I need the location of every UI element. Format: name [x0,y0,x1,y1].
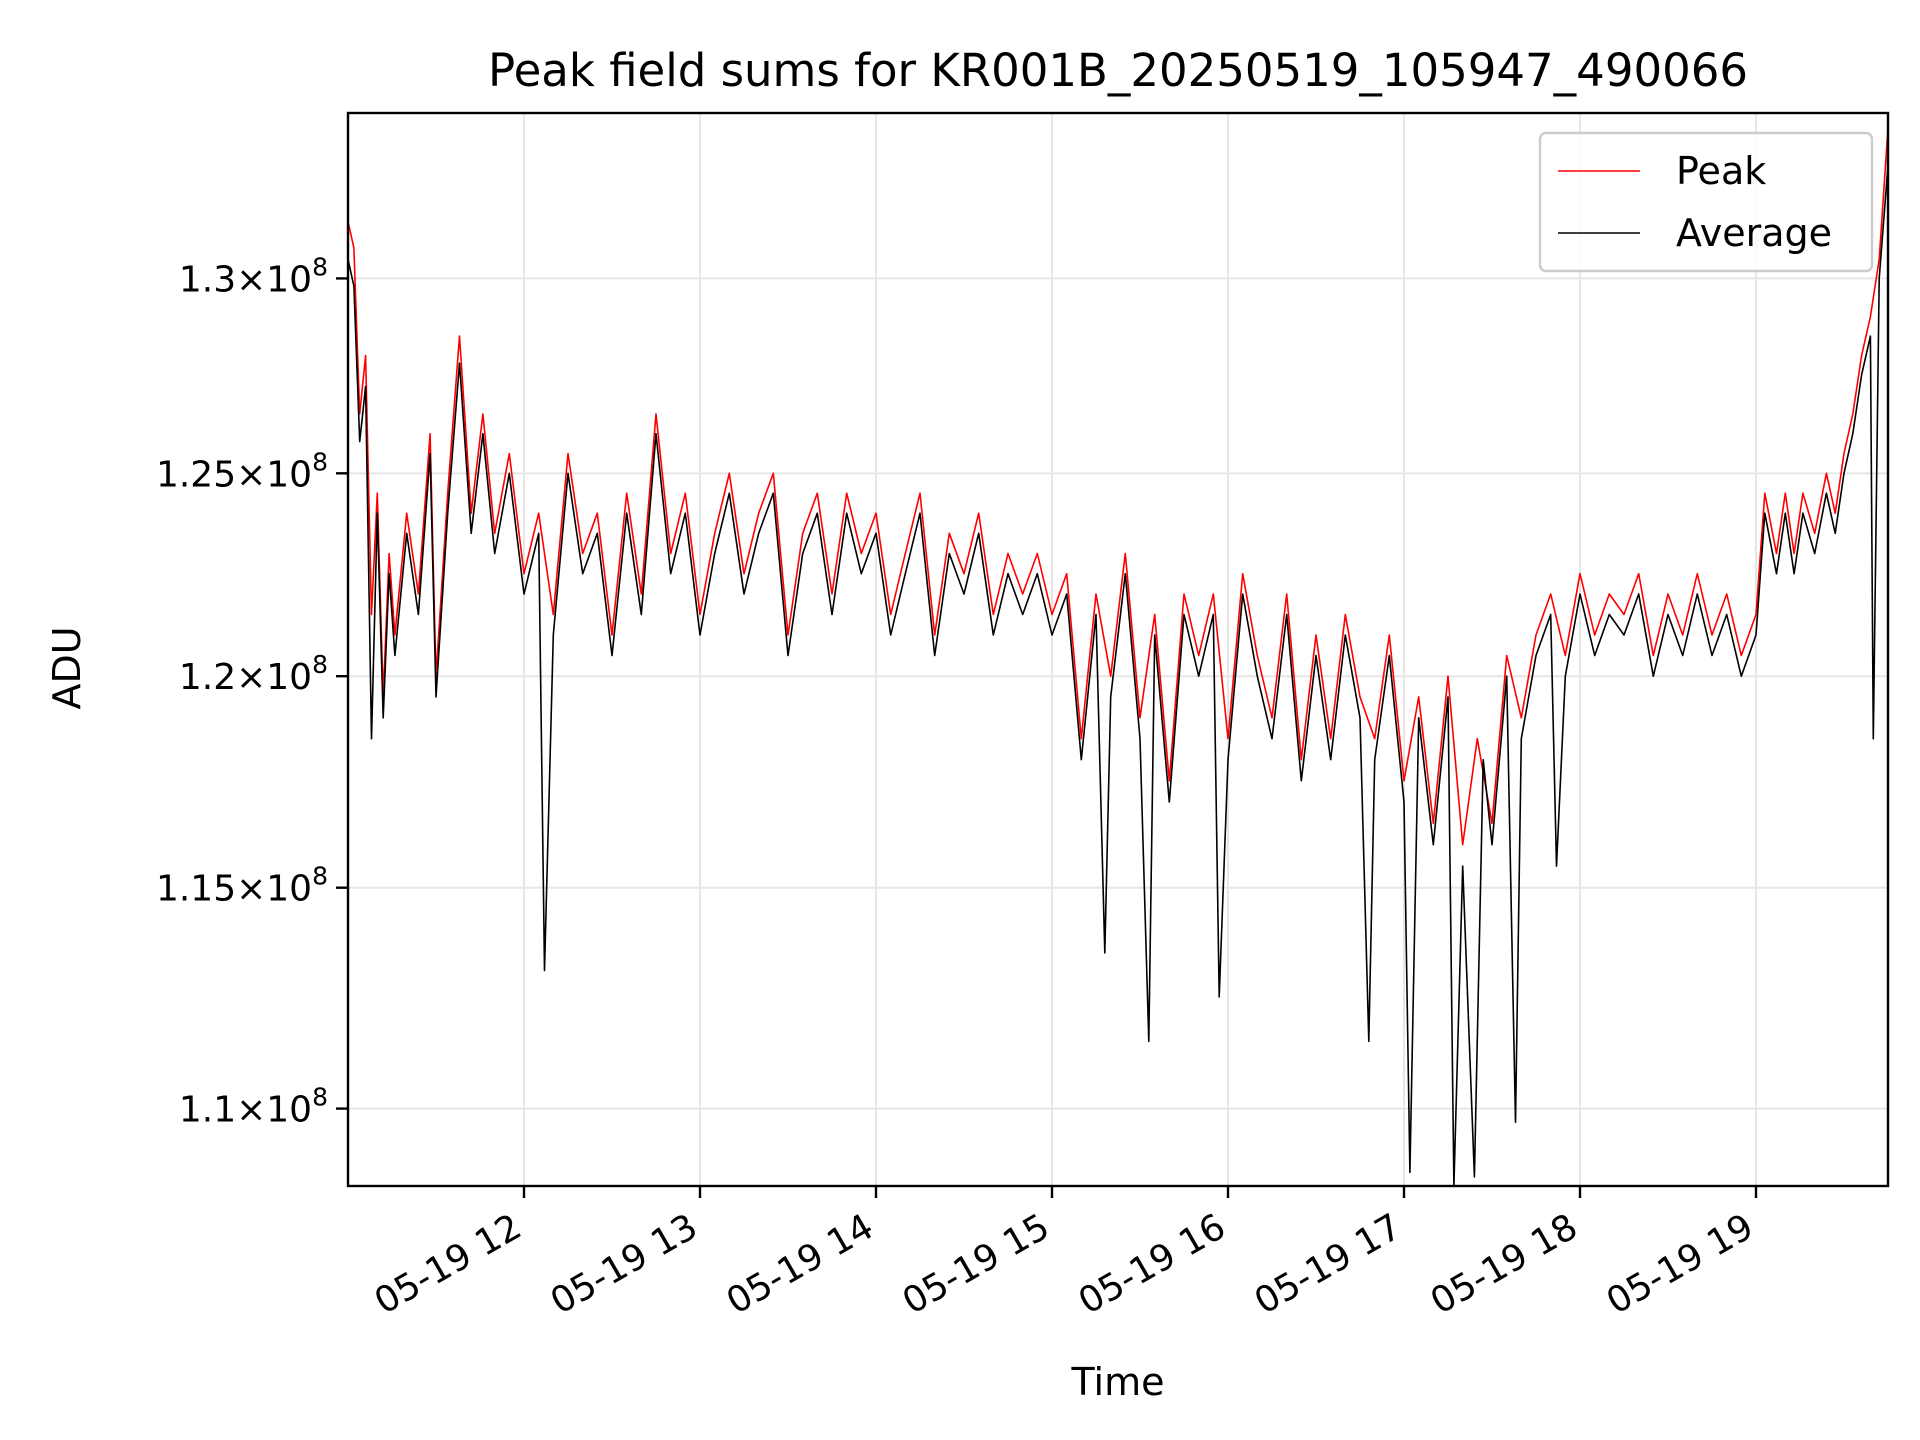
grid [348,113,1888,1186]
y-tick-times: ×10 [236,454,312,495]
y-tick-times: ×10 [236,259,312,300]
x-tick-label: 05-19 17 [1248,1206,1409,1322]
y-tick-label: 1.15×108 [156,862,328,910]
x-tick-label: 05-19 19 [1600,1206,1761,1322]
x-tick-label: 05-19 12 [368,1206,529,1322]
y-tick-label: 1.25×108 [156,447,328,495]
y-axis-label: ADU [45,626,89,709]
legend-box [1538,131,1874,273]
y-tick-label: 1.2×108 [179,650,328,698]
series-line-peak [347,127,1889,846]
legend-label-peak: Peak [1676,149,1766,193]
chart-title: Peak field sums for KR001B_20250519_1059… [488,44,1748,97]
y-tick-exponent: 8 [312,252,328,281]
y-tick-times: ×10 [236,1090,312,1131]
x-tick-label: 05-19 15 [896,1206,1057,1322]
y-tick-label: 1.3×108 [179,252,328,300]
y-tick-exponent: 8 [312,650,328,679]
y-tick-mantissa: 1.2 [179,657,236,698]
x-tick-label: 05-19 14 [720,1206,881,1322]
series-group [347,127,1889,1187]
plot-frame [346,111,1890,1188]
y-tick-mantissa: 1.3 [179,259,236,300]
x-tick-label: 05-19 16 [1072,1206,1233,1322]
y-tick-exponent: 8 [312,447,328,476]
y-tick-exponent: 8 [312,862,328,891]
y-tick-mantissa: 1.25 [156,454,236,495]
y-tick-times: ×10 [236,869,312,910]
legend: Peak Average [1538,131,1874,273]
x-tick-label: 05-19 18 [1424,1206,1585,1322]
y-tick-mantissa: 1.15 [156,869,236,910]
y-tick-mantissa: 1.1 [179,1090,236,1131]
y-tick-exponent: 8 [312,1083,328,1112]
y-tick-label: 1.1×108 [179,1083,328,1131]
series-line-average [347,164,1889,1187]
x-tick-label: 05-19 13 [544,1206,705,1322]
legend-label-average: Average [1676,211,1832,255]
y-tick-times: ×10 [236,657,312,698]
x-axis-label: Time [1071,1360,1165,1404]
